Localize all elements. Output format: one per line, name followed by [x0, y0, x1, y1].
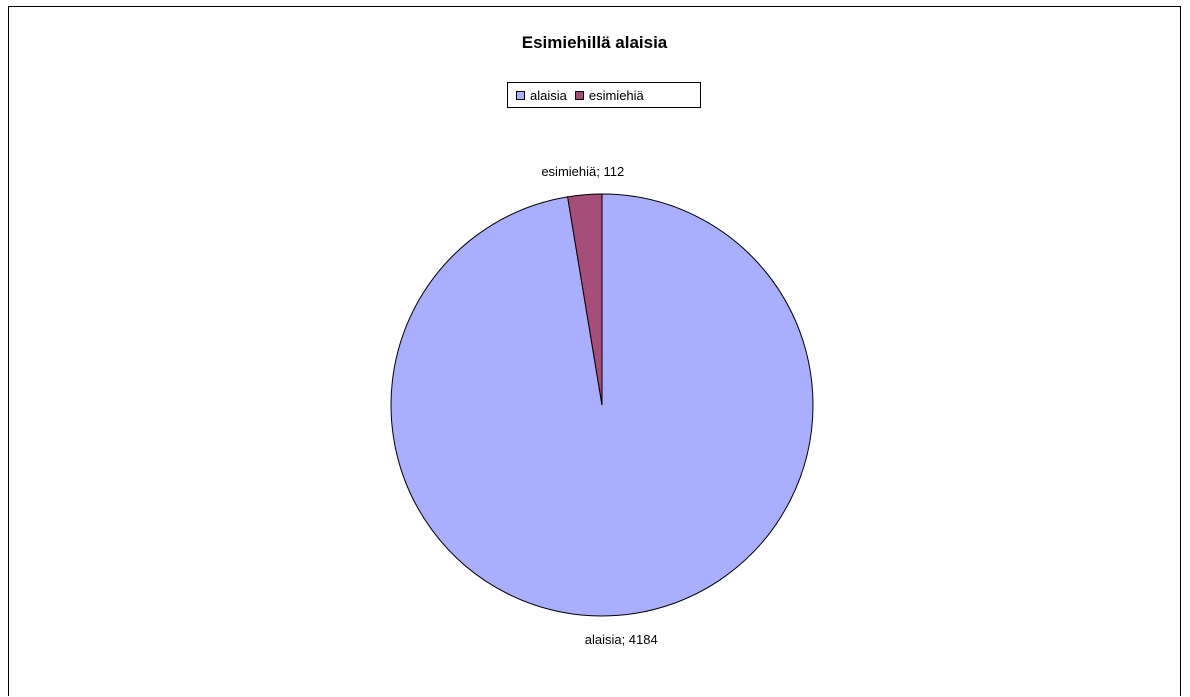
- legend-swatch-esimiehia: [574, 90, 584, 100]
- legend-swatch-alaisia: [516, 90, 525, 100]
- legend-label-alaisia: alaisia: [530, 87, 567, 103]
- chart-title: Esimiehillä alaisia: [521, 33, 668, 52]
- legend: alaisia esimiehiä: [507, 82, 701, 108]
- pie-slice-esimiehia: [567, 193, 603, 406]
- legend-item-esimiehia: esimiehiä: [574, 87, 644, 103]
- legend-item-alaisia: alaisia: [516, 88, 567, 103]
- data-label-esimiehia: esimiehiä; 112: [541, 164, 624, 179]
- chart-area: Esimiehillä alaisia alaisia esimiehiä al…: [8, 6, 1181, 696]
- pie-chart: alaisia; 4184 esimiehiä; 112: [390, 164, 814, 647]
- legend-label-esimiehia: esimiehiä: [588, 87, 644, 103]
- data-label-alaisia: alaisia; 4184: [585, 632, 658, 647]
